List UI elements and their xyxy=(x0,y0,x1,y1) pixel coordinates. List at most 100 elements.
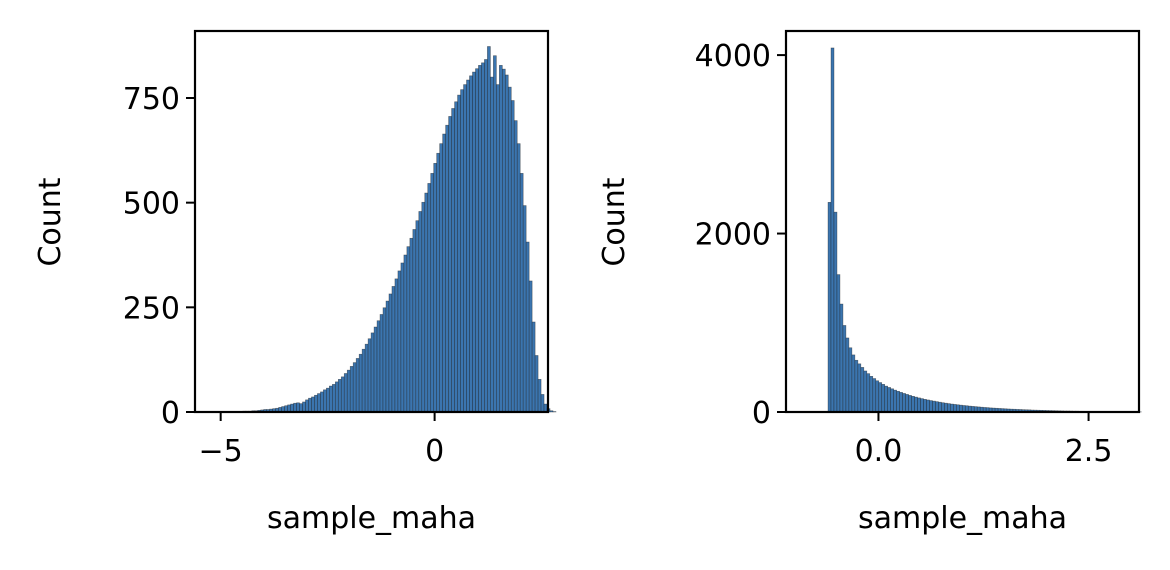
histogram-bar xyxy=(504,74,509,413)
histogram-bar xyxy=(490,76,494,413)
histogram-bar xyxy=(469,75,473,413)
histogram-bar xyxy=(923,399,927,413)
histogram-bar xyxy=(941,402,945,413)
histogram-bar xyxy=(938,401,942,413)
histogram-bar xyxy=(373,326,378,413)
histogram-bar xyxy=(839,303,844,413)
histogram-bar xyxy=(902,393,906,413)
histogram-bar xyxy=(929,400,933,413)
histogram-bar xyxy=(875,380,880,413)
histogram-bar xyxy=(920,398,924,413)
histogram-bar xyxy=(537,379,542,413)
histogram-bar xyxy=(848,347,853,413)
histogram-bar xyxy=(475,68,479,413)
histogram-bar xyxy=(522,205,527,413)
histogram-bar xyxy=(439,143,443,413)
histogram-bar xyxy=(302,401,306,413)
histogram-bar xyxy=(385,300,390,413)
histogram-bar xyxy=(361,348,366,413)
histogram-bar xyxy=(409,237,414,413)
y-tick-label: 2000 xyxy=(695,218,771,253)
histogram-bar xyxy=(926,399,930,413)
histogram-bar xyxy=(833,211,838,413)
histogram-bar xyxy=(463,84,467,413)
histogram-bar xyxy=(478,65,482,413)
histogram-bar xyxy=(890,388,894,413)
histogram-bar xyxy=(935,401,939,413)
histogram-left: −5 0 0 250 500 750 sample_maha Count xyxy=(33,29,557,536)
histogram-bar xyxy=(947,403,951,413)
x-tick-label: 0 xyxy=(425,434,444,469)
histogram-bar xyxy=(944,402,948,413)
histogram-bar xyxy=(513,120,518,413)
histogram-bar xyxy=(899,392,903,413)
histogram-bar xyxy=(836,274,841,413)
histogram-bar xyxy=(510,100,515,413)
histogram-bar xyxy=(496,84,500,413)
histogram-bar xyxy=(953,404,957,413)
histogram-bar xyxy=(549,410,554,413)
histogram-bar xyxy=(343,373,348,413)
y-tick-label: 0 xyxy=(161,396,180,431)
histogram-bar xyxy=(519,173,524,413)
histogram-bar xyxy=(388,293,393,413)
histogram-bar xyxy=(406,246,411,413)
x-axis-label: sample_maha xyxy=(858,501,1067,536)
histogram-bar xyxy=(299,403,303,413)
histogram-bar xyxy=(403,254,408,413)
histogram-bar xyxy=(531,321,536,413)
histogram-bar xyxy=(364,343,369,413)
histogram-bar xyxy=(326,387,330,413)
histogram-bar xyxy=(827,202,832,413)
histogram-bar xyxy=(442,133,446,413)
y-axis-label: Count xyxy=(33,177,68,266)
histogram-bar xyxy=(534,355,539,413)
histogram-bar xyxy=(379,314,384,413)
histogram-bar xyxy=(332,384,336,413)
histogram-bar xyxy=(932,400,936,413)
x-tick-label: −5 xyxy=(199,434,243,469)
histogram-bar xyxy=(394,278,399,413)
histogram-bar xyxy=(323,389,327,413)
histogram-right: 0.0 2.5 0 2000 4000 sample_maha Count xyxy=(597,29,1142,536)
bars xyxy=(224,46,557,413)
histogram-bar xyxy=(540,394,545,413)
histogram-bar xyxy=(481,62,485,413)
histogram-bar xyxy=(424,192,429,413)
histogram-bar xyxy=(866,373,871,413)
histogram-bar xyxy=(857,363,862,413)
histogram-bar xyxy=(451,108,455,413)
histogram-bar xyxy=(854,359,859,413)
histogram-bar xyxy=(340,376,345,413)
histogram-bar xyxy=(525,241,530,413)
histogram-bar xyxy=(881,384,886,413)
histogram-bar xyxy=(914,396,918,413)
y-axis-label: Count xyxy=(597,177,632,266)
histogram-bar xyxy=(484,59,488,413)
histogram-bar xyxy=(454,101,458,413)
y-tick-label: 250 xyxy=(123,291,180,326)
histogram-bar xyxy=(311,396,315,413)
histogram-bar xyxy=(430,173,435,413)
histogram-bar xyxy=(346,369,351,413)
histogram-bar xyxy=(352,362,357,413)
histogram-bar xyxy=(487,46,491,413)
histogram-bar xyxy=(528,280,533,413)
histogram-bar xyxy=(466,79,470,413)
x-tick-label: 2.5 xyxy=(1065,434,1113,469)
histogram-bar xyxy=(863,370,868,413)
histogram-bar xyxy=(400,262,405,413)
histogram-bar xyxy=(860,367,865,413)
histogram-bar xyxy=(845,337,850,413)
histogram-bar xyxy=(415,220,420,413)
histogram-bar xyxy=(472,71,476,413)
histogram-bar xyxy=(314,394,318,413)
histogram-bar xyxy=(950,403,954,413)
histogram-bar xyxy=(905,394,909,413)
histogram-bar xyxy=(460,89,464,413)
histogram-bar xyxy=(493,55,497,413)
histogram-bar xyxy=(457,94,461,413)
histogram-bar xyxy=(367,338,372,413)
histogram-bar xyxy=(433,163,437,413)
histogram-bar xyxy=(349,366,354,413)
